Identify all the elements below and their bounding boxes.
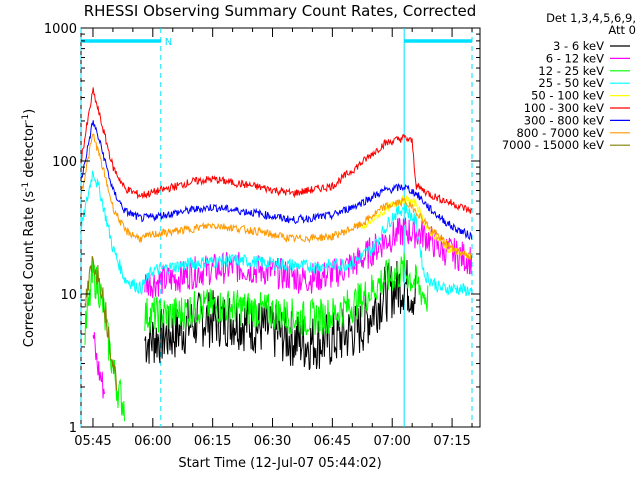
legend-entry-label: 100 - 300 keV — [524, 101, 604, 115]
plot-area: N — [80, 27, 481, 428]
y-tick-labels: 1 10 100 1000 — [44, 22, 77, 436]
flag-label: N — [165, 37, 172, 48]
y-tick-label: 10 — [60, 288, 77, 303]
series-lines — [80, 87, 473, 422]
legend-entry-label: 6 - 12 keV — [546, 51, 604, 65]
plot-frame — [80, 27, 481, 428]
y-axis-label-main: Corrected Count Rate (s — [22, 191, 37, 348]
series-line — [144, 217, 473, 299]
x-tick-label: 06:00 — [134, 434, 171, 449]
y-axis-label-mid: detector — [22, 122, 37, 182]
chart-title: RHESSI Observing Summary Count Rates, Co… — [84, 2, 477, 20]
axis-ticks — [81, 27, 480, 428]
flag-bars: N — [81, 37, 473, 48]
y-tick-label: 1000 — [44, 22, 77, 37]
legend-entry-label: 300 - 800 keV — [524, 113, 604, 127]
series-line — [84, 258, 125, 422]
series-line — [80, 133, 472, 260]
x-tick-label: 06:45 — [314, 434, 351, 449]
x-tick-label: 06:30 — [254, 434, 291, 449]
y-tick-label: 1 — [69, 421, 77, 436]
series-line — [84, 256, 118, 391]
legend-entry-label: 3 - 6 keV — [553, 39, 604, 53]
legend-header-line: Att 0 — [608, 23, 636, 37]
time-markers — [80, 28, 473, 427]
legend-entry-label: 12 - 25 keV — [538, 64, 604, 78]
x-tick-label: 07:15 — [433, 434, 470, 449]
legend-header: Det 1,3,4,5,6,9,Att 0 — [546, 11, 636, 37]
series-line — [144, 252, 429, 337]
legend-entry-label: 50 - 100 keV — [531, 89, 604, 103]
legend-entry-label: 800 - 7000 keV — [516, 126, 604, 140]
legend-entry-label: 7000 - 15000 keV — [502, 138, 604, 152]
series-line — [360, 193, 473, 260]
x-tick-label: 06:15 — [194, 434, 231, 449]
y-axis-label-end: ) — [22, 109, 37, 114]
legend-header-line: Det 1,3,4,5,6,9, — [546, 11, 636, 25]
series-line — [144, 259, 417, 371]
y-axis-label-sup1: -1 — [21, 182, 31, 191]
y-axis-label: Corrected Count Rate (s-1 detector-1) — [21, 109, 37, 347]
series-line — [92, 332, 105, 399]
x-tick-labels: 05:45 06:00 06:15 06:30 06:45 07:00 07:15 — [74, 434, 471, 449]
x-tick-label: 07:00 — [373, 434, 410, 449]
x-tick-label: 05:45 — [74, 434, 111, 449]
series-line — [80, 170, 473, 297]
series-line — [80, 120, 473, 241]
y-tick-label: 100 — [52, 155, 77, 170]
legend-entry-label: 25 - 50 keV — [538, 76, 604, 90]
y-axis-label-sup2: -1 — [21, 114, 31, 123]
series-line — [80, 87, 473, 214]
x-axis-label: Start Time (12-Jul-07 05:44:02) — [178, 456, 381, 471]
